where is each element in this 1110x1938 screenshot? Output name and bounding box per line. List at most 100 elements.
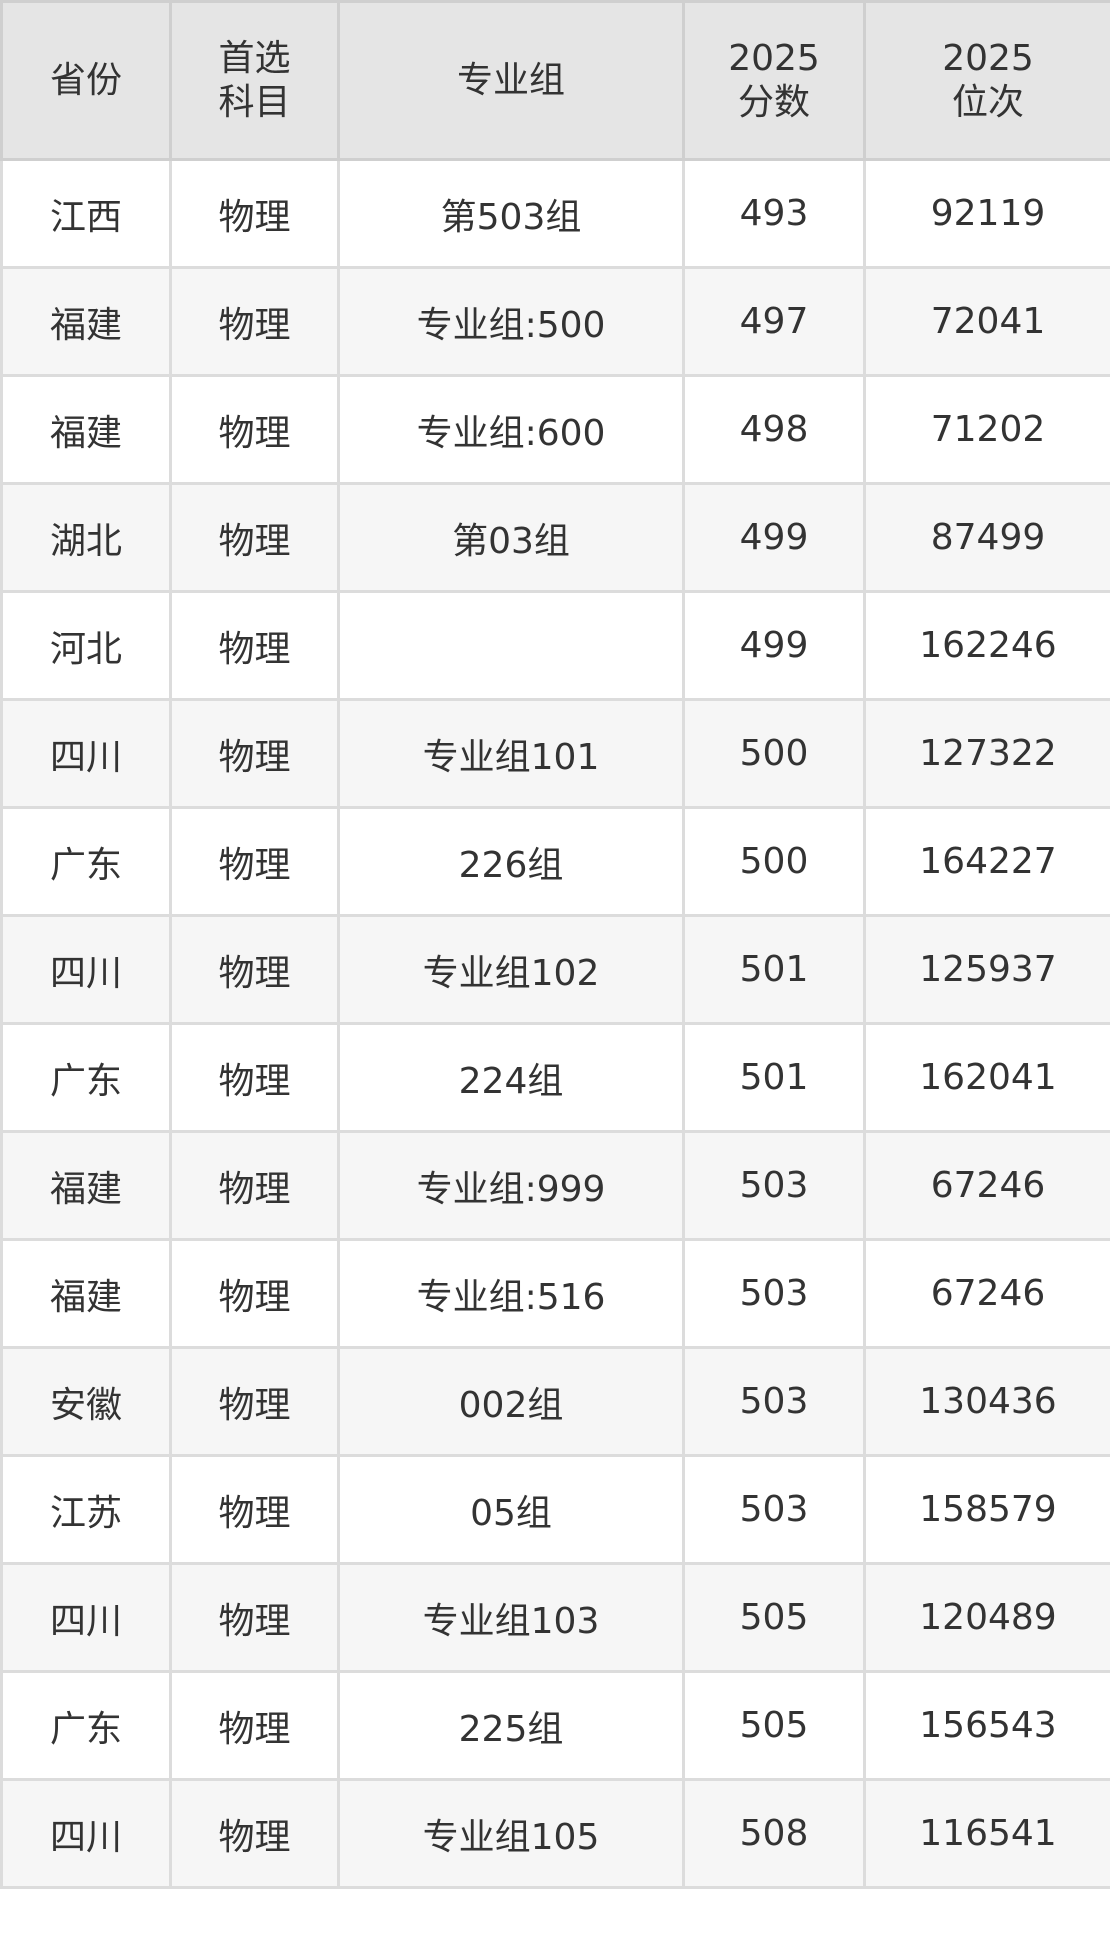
table-row: 江西 物理 第503组 493 92119 bbox=[0, 158, 1110, 269]
cell-major-group: 专业组:999 bbox=[337, 1130, 685, 1241]
cell-major-group: 第03组 bbox=[337, 482, 685, 593]
table-row: 湖北 物理 第03组 499 87499 bbox=[0, 482, 1110, 593]
header-province: 省份 bbox=[0, 0, 172, 161]
table-row: 福建 物理 专业组:999 503 67246 bbox=[0, 1130, 1110, 1241]
cell-score: 499 bbox=[682, 590, 866, 701]
table-row: 四川 物理 专业组102 501 125937 bbox=[0, 914, 1110, 1025]
header-label: 分数 bbox=[737, 81, 810, 123]
cell-score: 508 bbox=[682, 1778, 866, 1889]
cell-province: 江苏 bbox=[0, 1454, 172, 1565]
header-label: 2025 bbox=[728, 37, 820, 79]
table-row: 江苏 物理 05组 503 158579 bbox=[0, 1454, 1110, 1565]
header-rank: 2025 位次 bbox=[863, 0, 1110, 161]
header-label: 专业组 bbox=[456, 59, 565, 101]
cell-rank: 67246 bbox=[863, 1130, 1110, 1241]
cell-subject: 物理 bbox=[169, 698, 340, 809]
cell-rank: 130436 bbox=[863, 1346, 1110, 1457]
cell-province: 四川 bbox=[0, 1778, 172, 1889]
cell-major-group: 专业组105 bbox=[337, 1778, 685, 1889]
table-row: 河北 物理 499 162246 bbox=[0, 590, 1110, 701]
cell-subject: 物理 bbox=[169, 914, 340, 1025]
table-row: 四川 物理 专业组105 508 116541 bbox=[0, 1778, 1110, 1889]
cell-rank: 156543 bbox=[863, 1670, 1110, 1781]
cell-province: 广东 bbox=[0, 1670, 172, 1781]
table-row: 广东 物理 226组 500 164227 bbox=[0, 806, 1110, 917]
cell-major-group: 第503组 bbox=[337, 158, 685, 269]
cell-score: 505 bbox=[682, 1670, 866, 1781]
cell-major-group: 专业组101 bbox=[337, 698, 685, 809]
cell-province: 福建 bbox=[0, 266, 172, 377]
cell-province: 福建 bbox=[0, 1238, 172, 1349]
header-label: 省份 bbox=[49, 59, 122, 101]
cell-major-group: 05组 bbox=[337, 1454, 685, 1565]
cell-province: 四川 bbox=[0, 698, 172, 809]
cell-major-group: 专业组:600 bbox=[337, 374, 685, 485]
table-row: 广东 物理 225组 505 156543 bbox=[0, 1670, 1110, 1781]
cell-province: 安徽 bbox=[0, 1346, 172, 1457]
cell-rank: 125937 bbox=[863, 914, 1110, 1025]
cell-score: 497 bbox=[682, 266, 866, 377]
cell-subject: 物理 bbox=[169, 1454, 340, 1565]
cell-province: 福建 bbox=[0, 1130, 172, 1241]
cell-subject: 物理 bbox=[169, 1238, 340, 1349]
cell-province: 四川 bbox=[0, 914, 172, 1025]
cell-score: 500 bbox=[682, 698, 866, 809]
cell-score: 500 bbox=[682, 806, 866, 917]
admission-score-table: 省份 首选 科目 专业组 2025 分数 2025 位次 江西 物理 第503组 493 92119 福… bbox=[0, 0, 1110, 1889]
cell-province: 河北 bbox=[0, 590, 172, 701]
cell-rank: 72041 bbox=[863, 266, 1110, 377]
cell-score: 499 bbox=[682, 482, 866, 593]
table-row: 四川 物理 专业组103 505 120489 bbox=[0, 1562, 1110, 1673]
cell-score: 501 bbox=[682, 914, 866, 1025]
cell-major-group: 专业组103 bbox=[337, 1562, 685, 1673]
cell-score: 505 bbox=[682, 1562, 866, 1673]
header-label: 科目 bbox=[218, 81, 291, 123]
table-row: 四川 物理 专业组101 500 127322 bbox=[0, 698, 1110, 809]
header-label: 2025 bbox=[942, 37, 1034, 79]
cell-score: 501 bbox=[682, 1022, 866, 1133]
cell-rank: 67246 bbox=[863, 1238, 1110, 1349]
cell-subject: 物理 bbox=[169, 590, 340, 701]
cell-major-group: 225组 bbox=[337, 1670, 685, 1781]
cell-score: 493 bbox=[682, 158, 866, 269]
cell-score: 503 bbox=[682, 1238, 866, 1349]
cell-subject: 物理 bbox=[169, 1670, 340, 1781]
cell-score: 503 bbox=[682, 1346, 866, 1457]
cell-major-group: 224组 bbox=[337, 1022, 685, 1133]
table-row: 广东 物理 224组 501 162041 bbox=[0, 1022, 1110, 1133]
cell-province: 广东 bbox=[0, 1022, 172, 1133]
cell-major-group bbox=[337, 590, 685, 701]
cell-province: 四川 bbox=[0, 1562, 172, 1673]
cell-rank: 158579 bbox=[863, 1454, 1110, 1565]
cell-rank: 87499 bbox=[863, 482, 1110, 593]
header-label: 位次 bbox=[951, 81, 1024, 123]
cell-province: 江西 bbox=[0, 158, 172, 269]
header-subject: 首选 科目 bbox=[169, 0, 340, 161]
cell-rank: 116541 bbox=[863, 1778, 1110, 1889]
header-score: 2025 分数 bbox=[682, 0, 866, 161]
table-row: 福建 物理 专业组:500 497 72041 bbox=[0, 266, 1110, 377]
cell-subject: 物理 bbox=[169, 158, 340, 269]
table-row: 福建 物理 专业组:600 498 71202 bbox=[0, 374, 1110, 485]
cell-major-group: 002组 bbox=[337, 1346, 685, 1457]
table-row: 福建 物理 专业组:516 503 67246 bbox=[0, 1238, 1110, 1349]
cell-score: 503 bbox=[682, 1454, 866, 1565]
cell-major-group: 专业组102 bbox=[337, 914, 685, 1025]
cell-major-group: 226组 bbox=[337, 806, 685, 917]
cell-subject: 物理 bbox=[169, 1022, 340, 1133]
cell-rank: 164227 bbox=[863, 806, 1110, 917]
cell-score: 503 bbox=[682, 1130, 866, 1241]
cell-rank: 92119 bbox=[863, 158, 1110, 269]
cell-score: 498 bbox=[682, 374, 866, 485]
cell-province: 广东 bbox=[0, 806, 172, 917]
header-label: 首选 bbox=[218, 37, 291, 79]
cell-major-group: 专业组:516 bbox=[337, 1238, 685, 1349]
cell-rank: 120489 bbox=[863, 1562, 1110, 1673]
cell-subject: 物理 bbox=[169, 1346, 340, 1457]
cell-subject: 物理 bbox=[169, 482, 340, 593]
cell-subject: 物理 bbox=[169, 1778, 340, 1889]
cell-province: 湖北 bbox=[0, 482, 172, 593]
cell-subject: 物理 bbox=[169, 266, 340, 377]
cell-subject: 物理 bbox=[169, 1562, 340, 1673]
cell-province: 福建 bbox=[0, 374, 172, 485]
